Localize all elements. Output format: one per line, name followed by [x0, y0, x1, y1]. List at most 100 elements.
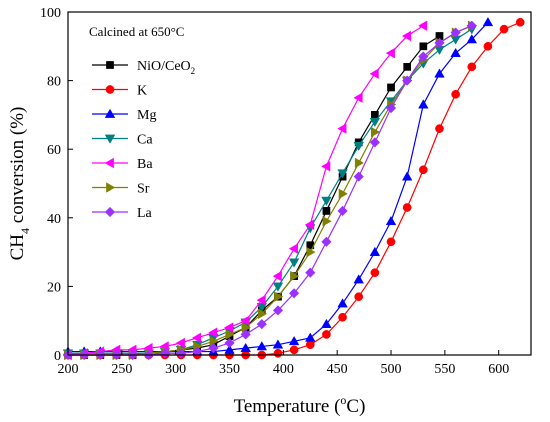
data-point: [306, 246, 316, 258]
x-tick-label: 550: [434, 362, 455, 377]
data-point: [208, 327, 218, 338]
data-point: [272, 305, 284, 316]
y-tick-label: 20: [47, 280, 61, 295]
data-point: [257, 308, 268, 320]
legend-label-sub: 2: [191, 66, 196, 76]
data-point: [354, 292, 364, 302]
legend-marker: [105, 85, 115, 94]
data-point: [385, 47, 395, 59]
legend-label: Sr: [137, 182, 150, 197]
data-point: [290, 270, 300, 282]
data-point: [175, 337, 185, 349]
data-point: [353, 92, 363, 103]
data-point: [353, 274, 364, 284]
data-point: [385, 215, 397, 226]
legend-label-text: Ca: [137, 133, 153, 148]
legend-label: Ca: [137, 133, 153, 148]
data-point: [321, 318, 332, 328]
data-point: [402, 203, 412, 212]
plot-frame: [67, 11, 532, 356]
series-k: [63, 17, 525, 360]
legend-label-text: Mg: [137, 108, 156, 123]
data-point: [418, 165, 428, 175]
x-tick-label: 250: [111, 362, 132, 377]
legend-marker: [104, 206, 116, 218]
y-tick-label: 40: [47, 212, 61, 227]
legend-label: Mg: [137, 108, 156, 123]
data-point: [418, 51, 429, 62]
data-point: [515, 17, 525, 27]
data-point: [371, 111, 379, 119]
data-point: [401, 171, 413, 181]
data-point: [353, 171, 364, 182]
legend: NiO/CeO2 K Mg Ca Ba Sr La: [92, 59, 195, 221]
data-point: [401, 30, 412, 42]
legend-item: NiO/CeO2: [92, 59, 195, 76]
data-point: [305, 267, 316, 278]
data-point: [274, 291, 284, 302]
legend-item: Ba: [92, 157, 153, 172]
x-tick-label: 500: [381, 362, 402, 377]
data-point: [418, 20, 428, 31]
data-point: [192, 346, 203, 357]
data-point: [288, 335, 300, 346]
data-point: [353, 141, 364, 152]
data-point: [435, 124, 444, 133]
data-point: [370, 268, 380, 278]
legend-label: NiO/CeO2: [137, 59, 195, 76]
data-point: [466, 34, 478, 44]
data-point: [322, 207, 331, 215]
data-point: [369, 246, 381, 256]
legend-marker: [106, 182, 116, 193]
data-point: [240, 342, 251, 352]
x-tick-label: 300: [165, 362, 186, 377]
y-axis-label-rest: conversion (%): [7, 107, 28, 228]
legend-item: K: [92, 84, 147, 99]
data-point: [256, 341, 268, 351]
legend-label: La: [137, 206, 153, 221]
data-point: [288, 243, 298, 254]
data-point: [451, 89, 460, 99]
data-point: [256, 318, 267, 330]
axis-ticks: 200 250 300 350 400 450 500 550 600 0 20 40 60 80 100: [40, 6, 509, 377]
data-point: [338, 188, 348, 200]
data-point: [272, 339, 284, 349]
data-point: [321, 196, 332, 206]
data-point: [369, 68, 379, 79]
data-point: [482, 16, 494, 27]
series-ba: [62, 20, 428, 361]
x-tick-label: 400: [273, 362, 294, 377]
data-point: [322, 330, 331, 339]
legend-label-text: La: [137, 206, 153, 221]
y-tick-label: 60: [47, 143, 61, 158]
data-point: [272, 270, 282, 282]
y-tick-label: 100: [40, 6, 61, 21]
data-point: [305, 340, 315, 350]
legend-item: Mg: [92, 108, 156, 123]
data-point: [385, 102, 397, 114]
x-tick-label: 200: [58, 362, 79, 377]
data-point: [224, 322, 234, 333]
data-point: [175, 348, 187, 359]
series-line: [67, 25, 424, 356]
data-point: [321, 236, 332, 247]
data-point: [403, 63, 412, 71]
legend-item: Ca: [92, 133, 153, 148]
data-point: [483, 41, 493, 51]
data-point: [191, 332, 202, 344]
data-point: [369, 137, 381, 148]
data-point: [369, 117, 381, 128]
data-point: [499, 24, 509, 34]
y-axis-label-sub: 4: [18, 228, 32, 234]
data-point: [419, 42, 428, 51]
legend-label-text: NiO/CeO: [137, 59, 191, 74]
data-point: [337, 298, 348, 308]
data-point: [304, 219, 315, 230]
data-point: [240, 315, 250, 326]
data-point: [288, 288, 300, 299]
data-point: [273, 348, 283, 358]
data-point: [337, 169, 348, 179]
y-tick-label: 0: [54, 349, 61, 364]
legend-item: Sr: [92, 182, 150, 197]
